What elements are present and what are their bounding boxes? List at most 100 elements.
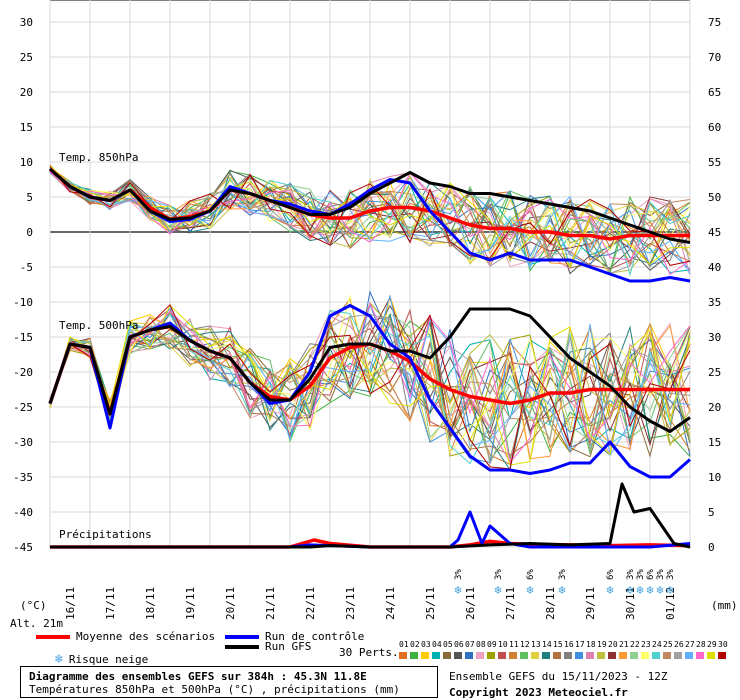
pert-id-label: 19 xyxy=(597,640,607,649)
date-tick-label: 23/11 xyxy=(344,587,357,620)
snowflake-icon: ❄ xyxy=(55,652,63,667)
snowflake-icon: ❄ xyxy=(606,583,613,597)
perturbation-line xyxy=(49,301,691,464)
pert-color-swatch xyxy=(674,652,682,659)
left-tick-label: 25 xyxy=(20,51,33,64)
footer-copyright: Copyright 2023 Meteociel.fr xyxy=(449,686,628,699)
pert-color-swatch xyxy=(465,652,473,659)
pert-color-swatch xyxy=(663,652,671,659)
right-tick-label: 15 xyxy=(708,436,721,449)
perturbation-line xyxy=(49,312,691,442)
left-tick-label: 20 xyxy=(20,86,33,99)
legend-gfs: Run GFS xyxy=(225,640,311,653)
pert-id-label: 17 xyxy=(575,640,585,649)
left-tick-label: -45 xyxy=(13,541,33,554)
perturbation-line xyxy=(49,303,691,470)
left-tick-label: -15 xyxy=(13,331,33,344)
footer-subtitle: Températures 850hPa et 500hPa (°C) , pré… xyxy=(29,683,400,696)
pert-id-label: 30 xyxy=(718,640,728,649)
legend-control-swatch xyxy=(225,635,259,639)
perturbation-line xyxy=(49,315,691,464)
date-tick-label: 22/11 xyxy=(304,587,317,620)
footer-title: Diagramme des ensembles GEFS sur 384h : … xyxy=(29,670,367,683)
pert-color-swatch xyxy=(454,652,462,659)
date-tick-label: 26/11 xyxy=(464,587,477,620)
perturbation-line xyxy=(49,165,691,269)
pert-color-swatch xyxy=(443,652,451,659)
pert-id-label: 14 xyxy=(542,640,552,649)
right-tick-label: 55 xyxy=(708,156,721,169)
perturbation-line xyxy=(49,169,691,275)
pert-id-label: 09 xyxy=(487,640,497,649)
right-tick-label: 60 xyxy=(708,121,721,134)
perturbation-line xyxy=(49,296,691,447)
left-tick-label: -20 xyxy=(13,366,33,379)
right-tick-label: 40 xyxy=(708,261,721,274)
pert-id-label: 18 xyxy=(586,640,596,649)
pert-color-swatch xyxy=(597,652,605,659)
perturbation-line xyxy=(49,304,691,466)
snowflake-icon: ❄ xyxy=(666,583,673,597)
altitude-label: Alt. 21m xyxy=(10,617,63,630)
pert-color-swatch xyxy=(608,652,616,659)
left-tick-label: -10 xyxy=(13,296,33,309)
snow-risk-pct: 3% xyxy=(558,569,568,580)
date-tick-label: 20/11 xyxy=(224,587,237,620)
pert-color-swatch xyxy=(520,652,528,659)
pert-id-label: 03 xyxy=(421,640,431,649)
snow-risk-markers: 3%❄3%❄6%❄3%❄6%❄3%❄3%❄6%❄3%❄3%❄ xyxy=(454,569,676,597)
pert-color-swatch xyxy=(509,652,517,659)
pert-color-swatch xyxy=(542,652,550,659)
pert-id-label: 11 xyxy=(509,640,519,649)
pert-id-label: 02 xyxy=(410,640,420,649)
pert-color-swatch xyxy=(696,652,704,659)
snow-risk-pct: 6% xyxy=(646,569,656,580)
right-tick-label: 65 xyxy=(708,86,721,99)
right-tick-label: 70 xyxy=(708,51,721,64)
left-unit: (°C) xyxy=(20,599,47,612)
pert-id-label: 26 xyxy=(674,640,684,649)
pert-color-swatch xyxy=(399,652,407,659)
pert-id-label: 01 xyxy=(399,640,409,649)
pert-id-label: 08 xyxy=(476,640,486,649)
pert-color-swatch xyxy=(652,652,660,659)
pert-id-label: 24 xyxy=(652,640,662,649)
pert-id-label: 05 xyxy=(443,640,453,649)
pert-id-label: 12 xyxy=(520,640,530,649)
perturbation-line xyxy=(49,313,691,472)
pert-color-swatch xyxy=(476,652,484,659)
snow-risk-pct: 6% xyxy=(526,569,536,580)
legend-control-label: Run de contrôle xyxy=(265,630,365,643)
pert-id-label: 13 xyxy=(531,640,541,649)
right-tick-label: 30 xyxy=(708,331,721,344)
left-tick-label: -35 xyxy=(13,471,33,484)
label-temp-500: Temp. 500hPa xyxy=(59,319,138,332)
left-tick-label: -5 xyxy=(20,261,33,274)
right-unit: (mm) xyxy=(711,599,738,612)
right-tick-label: 20 xyxy=(708,401,721,414)
pert-color-swatch xyxy=(641,652,649,659)
snowflake-icon: ❄ xyxy=(636,583,643,597)
legend-mean-label: Moyenne des scénarios xyxy=(76,630,216,643)
pert-color-swatch xyxy=(707,652,715,659)
right-tick-label: 10 xyxy=(708,471,721,484)
pert-color-swatch xyxy=(553,652,561,659)
pert-color-swatch xyxy=(432,652,440,659)
perturbation-line xyxy=(49,171,691,276)
right-tick-label: 25 xyxy=(708,366,721,379)
snow-risk-pct: 3% xyxy=(454,569,464,580)
left-tick-label: -40 xyxy=(13,506,33,519)
pert-color-swatch xyxy=(575,652,583,659)
date-tick-label: 17/11 xyxy=(104,587,117,620)
pert-color-swatch xyxy=(421,652,429,659)
pert-color-swatch xyxy=(718,652,726,659)
date-tick-label: 30/11 xyxy=(624,587,637,620)
left-tick-label: 10 xyxy=(20,156,33,169)
snow-risk-pct: 3% xyxy=(636,569,646,580)
footer-ensemble: Ensemble GEFS du 15/11/2023 - 12Z xyxy=(449,670,668,683)
left-tick-label: 15 xyxy=(20,121,33,134)
right-tick-label: 45 xyxy=(708,226,721,239)
legend-snow: ❄ Risque neige xyxy=(55,652,148,667)
pert-color-swatch xyxy=(564,652,572,659)
